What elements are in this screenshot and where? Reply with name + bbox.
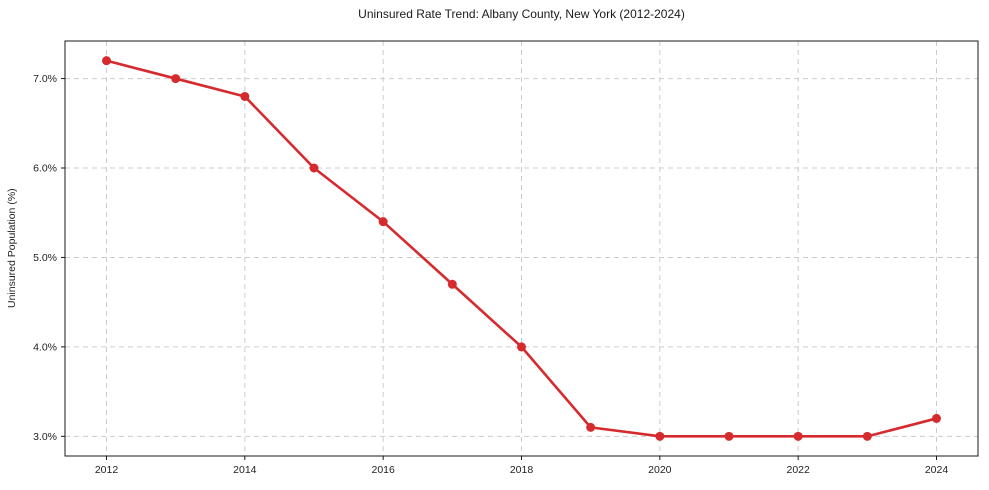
x-tick-label: 2022 xyxy=(786,464,810,476)
x-tick-label: 2024 xyxy=(925,464,949,476)
data-point-marker xyxy=(171,74,181,84)
data-point-marker xyxy=(793,431,803,441)
data-point-marker xyxy=(240,91,250,101)
data-point-marker xyxy=(862,431,872,441)
x-tick-label: 2012 xyxy=(95,464,119,476)
data-point-marker xyxy=(309,163,319,173)
y-tick-label: 3.0% xyxy=(33,431,57,443)
data-point-marker xyxy=(724,431,734,441)
data-point-marker xyxy=(378,217,388,227)
x-tick-label: 2016 xyxy=(371,464,395,476)
data-point-marker xyxy=(447,279,457,289)
data-point-marker xyxy=(586,422,596,432)
data-point-marker xyxy=(517,342,526,352)
data-point-marker xyxy=(655,431,665,441)
chart-title: Uninsured Rate Trend: Albany County, New… xyxy=(358,7,685,21)
y-tick-label: 7.0% xyxy=(33,73,57,85)
y-tick-label: 6.0% xyxy=(33,163,57,175)
x-tick-label: 2020 xyxy=(648,464,672,476)
y-axis-label: Uninsured Population (%) xyxy=(6,188,18,309)
y-tick-label: 4.0% xyxy=(33,341,57,353)
data-point-marker xyxy=(932,413,941,423)
data-point-marker xyxy=(102,56,111,66)
x-tick-label: 2014 xyxy=(233,464,257,476)
y-tick-label: 5.0% xyxy=(33,252,57,264)
x-tick-label: 2018 xyxy=(510,464,534,476)
